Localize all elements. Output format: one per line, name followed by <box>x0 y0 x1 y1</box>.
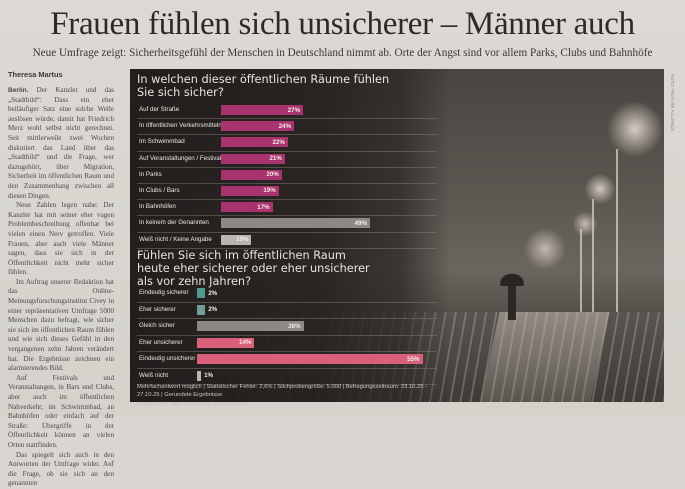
chart2-title: Fühlen Sie sich im öffentlichen Raum heu… <box>137 249 370 289</box>
photo-credit: FOTO: PICTURE ALLIANCE <box>670 74 675 132</box>
bar: 27% <box>221 105 304 115</box>
category-label: In Clubs / Bars <box>139 186 180 194</box>
chart1-row: In Parks 20% <box>137 168 437 184</box>
street-lamp <box>580 229 582 319</box>
bar: 10% <box>221 234 252 245</box>
subheadline: Neue Umfrage zeigt: Sicherheitsgefühl de… <box>32 47 653 59</box>
article-paragraph: Im Auftrag unserer Redaktion hat das Onl… <box>8 277 114 373</box>
category-label: Im Schwimmbad <box>139 138 185 146</box>
bar: 2% <box>197 304 217 315</box>
bar: 19% <box>221 185 279 196</box>
value-label: 55% <box>407 355 420 363</box>
bar: 24% <box>221 121 294 132</box>
category-label: Weiß nicht / Keine Angabe <box>139 235 212 243</box>
category-label: In Parks <box>139 170 162 178</box>
chart1-row: In Bahnhöfen 17% <box>137 200 437 217</box>
article-paragraph: Das spiegelt sich auch in den Antworten … <box>8 450 114 488</box>
article-paragraph: Neue Zahlen legen nahe: Der Kanzler hat … <box>8 201 114 277</box>
street-lamp <box>616 149 618 324</box>
value-label: 49% <box>354 219 367 227</box>
category-label: Eindeutig sicherer <box>139 289 189 296</box>
person-silhouette <box>508 286 516 320</box>
value-label: 14% <box>239 339 252 346</box>
umbrella-icon <box>500 274 524 286</box>
chart1-row: Auf der Straße 27% <box>137 103 437 120</box>
category-label: Eher unsicherer <box>139 338 183 346</box>
bar: 17% <box>221 202 273 213</box>
article-dateline: Berlin. <box>8 87 29 94</box>
value-label: 20% <box>266 171 279 179</box>
value-label: 27% <box>287 106 301 114</box>
article-paragraph: Berlin. Der Kanzler und das „Stadtbild“:… <box>8 86 114 201</box>
chart1-row: Weiß nicht / Keine Angabe 10% <box>137 233 437 249</box>
person-with-umbrella <box>500 274 524 324</box>
article-paragraph-text: Der Kanzler und das „Stadtbild“: Dass ei… <box>8 86 114 200</box>
chart1-row: In öffentlichen Verkehrsmitteln 24% <box>137 119 437 136</box>
value-label: 1% <box>204 372 214 379</box>
chart1-row: In keinem der Genannten 49% <box>137 216 437 233</box>
chart2-row: Eher sicherer 2% <box>137 303 437 319</box>
value-label: 17% <box>257 203 270 211</box>
category-label: In keinem der Genannten <box>139 219 209 227</box>
chart2-row: Gleich sicher 26% <box>137 319 437 336</box>
bar: 49% <box>221 218 370 229</box>
street-lamp <box>592 199 594 319</box>
chart2-row: Eindeutig sicherer 2% <box>137 286 437 303</box>
value-label: 10% <box>236 236 249 243</box>
chart2-row: Eindeutig unsicherer 55% <box>137 352 437 369</box>
category-label: Gleich sicher <box>139 322 175 329</box>
value-label: 22% <box>272 138 285 146</box>
value-label: 24% <box>278 122 291 130</box>
category-label: Auf der Straße <box>139 106 180 113</box>
chart2-row: Weiß nicht 1% <box>137 369 437 385</box>
bar: 2% <box>197 288 217 298</box>
headline: Frauen fühlen sich unsicherer – Männer a… <box>50 6 635 42</box>
path-reflection <box>480 312 610 402</box>
bar: 21% <box>221 153 285 164</box>
chart1-row: Im Schwimmbad 22% <box>137 135 437 152</box>
category-label: In öffentlichen Verkehrsmitteln <box>139 122 222 130</box>
bar: 14% <box>197 337 255 348</box>
category-label: In Bahnhöfen <box>139 203 176 211</box>
category-label: Eindeutig unsicherer <box>139 355 196 362</box>
article-paragraph: Auf Festivals und Veranstaltungen, in Ba… <box>8 373 114 449</box>
chart-source: FUNKEGRAFIK NRW: ANNA STAIS | QUELLE: CI… <box>137 401 248 406</box>
bar: 22% <box>221 137 288 148</box>
chart2-row: Eher unsicherer 14% <box>137 336 437 352</box>
value-label: 2% <box>208 289 218 297</box>
article-body: Berlin. Der Kanzler und das „Stadtbild“:… <box>8 86 114 489</box>
bar: 1% <box>197 370 213 381</box>
chart1-bars: Auf der Straße 27% In öffentlichen Verkehr… <box>137 103 437 249</box>
value-label: 2% <box>208 306 218 313</box>
value-label: 21% <box>269 155 282 163</box>
value-label: 26% <box>288 322 301 330</box>
chart1-title: In welchen dieser öffentlichen Räume füh… <box>137 73 390 100</box>
author-byline: Theresa Martus <box>8 70 63 79</box>
chart-footnote: Mehrfachantwort möglich | Statistischer … <box>137 384 428 398</box>
bar: 55% <box>197 354 423 364</box>
chart1-row: In Clubs / Bars 19% <box>137 184 437 201</box>
bar: 26% <box>197 321 304 331</box>
chart2-bars: Eindeutig sicherer 2% Eher sicherer 2% Gleic… <box>137 286 437 385</box>
category-label: Eher sicherer <box>139 305 176 313</box>
bar: 20% <box>221 169 282 180</box>
category-label: Weiß nicht <box>139 371 169 379</box>
chart1-row: Auf Veranstaltungen / Festivals 21% <box>137 152 437 168</box>
value-label: 19% <box>263 187 276 195</box>
category-label: Auf Veranstaltungen / Festivals <box>139 154 225 162</box>
